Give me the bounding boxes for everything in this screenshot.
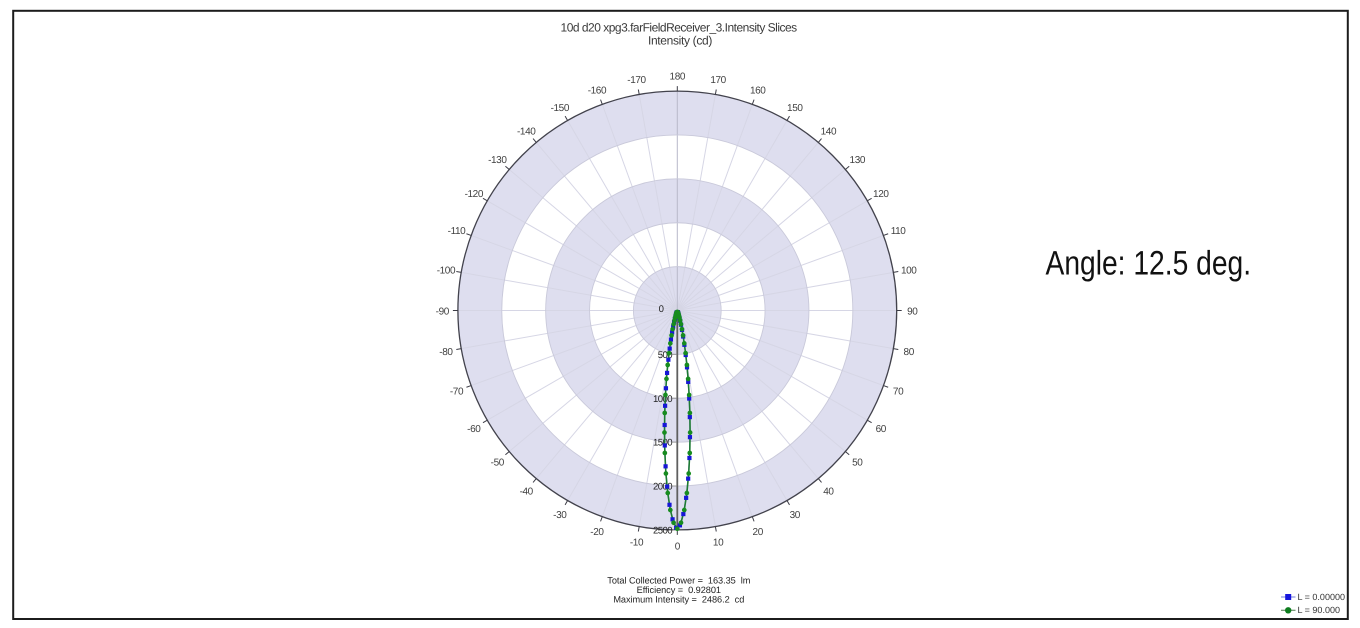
svg-text:-140: -140 [517,126,536,137]
svg-text:50: 50 [852,457,863,468]
svg-text:-20: -20 [590,527,604,538]
svg-text:0: 0 [675,541,681,552]
svg-text:1000: 1000 [653,394,672,405]
svg-text:-40: -40 [520,486,534,497]
svg-text:-80: -80 [439,347,453,358]
svg-text:-120: -120 [465,189,484,200]
svg-text:120: 120 [873,189,889,200]
svg-text:-110: -110 [448,226,467,237]
svg-text:140: 140 [821,126,837,137]
svg-text:-100: -100 [437,266,456,277]
svg-text:0: 0 [659,304,664,315]
svg-text:-160: -160 [588,86,607,97]
svg-text:60: 60 [876,424,887,435]
svg-text:-150: -150 [551,103,570,114]
svg-text:-170: -170 [627,75,646,86]
svg-text:Intensity (cd): Intensity (cd) [648,33,712,47]
svg-text:-90: -90 [436,306,450,317]
svg-text:-70: -70 [450,387,464,398]
svg-text:-10: -10 [630,538,644,549]
svg-text:100: 100 [901,266,917,277]
svg-text:40: 40 [823,486,834,497]
svg-text:2500: 2500 [653,525,672,536]
svg-text:Efficiency = 0.92801: Efficiency = 0.92801 [637,585,721,595]
svg-text:Total Collected Power = 163.3: Total Collected Power = 163.35 lm [607,576,750,586]
svg-text:170: 170 [710,75,726,86]
svg-text:L = 90.000: L = 90.000 [1298,605,1340,615]
svg-text:150: 150 [787,103,803,114]
svg-text:-30: -30 [553,510,567,521]
svg-text:-50: -50 [491,457,505,468]
svg-text:500: 500 [658,350,672,361]
svg-text:Maximum Intensity = 2486.2 c: Maximum Intensity = 2486.2 cd [613,595,744,605]
svg-text:L = 0.00000: L = 0.00000 [1298,592,1345,602]
svg-text:130: 130 [850,155,866,166]
svg-text:20: 20 [753,527,764,538]
svg-text:10d d20 xpg3.farFieldReceiver_: 10d d20 xpg3.farFieldReceiver_3.Intensit… [561,21,798,35]
svg-text:80: 80 [904,347,915,358]
svg-text:180: 180 [670,71,686,82]
svg-text:1500: 1500 [653,438,672,449]
svg-text:70: 70 [893,387,904,398]
svg-text:30: 30 [790,510,801,521]
svg-text:-130: -130 [488,155,507,166]
svg-text:-60: -60 [467,424,481,435]
svg-text:Angle: 12.5 deg.: Angle: 12.5 deg. [1046,244,1252,282]
svg-text:10: 10 [713,538,724,549]
svg-text:160: 160 [750,86,766,97]
svg-text:110: 110 [891,226,907,237]
svg-text:2000: 2000 [653,482,672,493]
svg-text:90: 90 [907,306,918,317]
